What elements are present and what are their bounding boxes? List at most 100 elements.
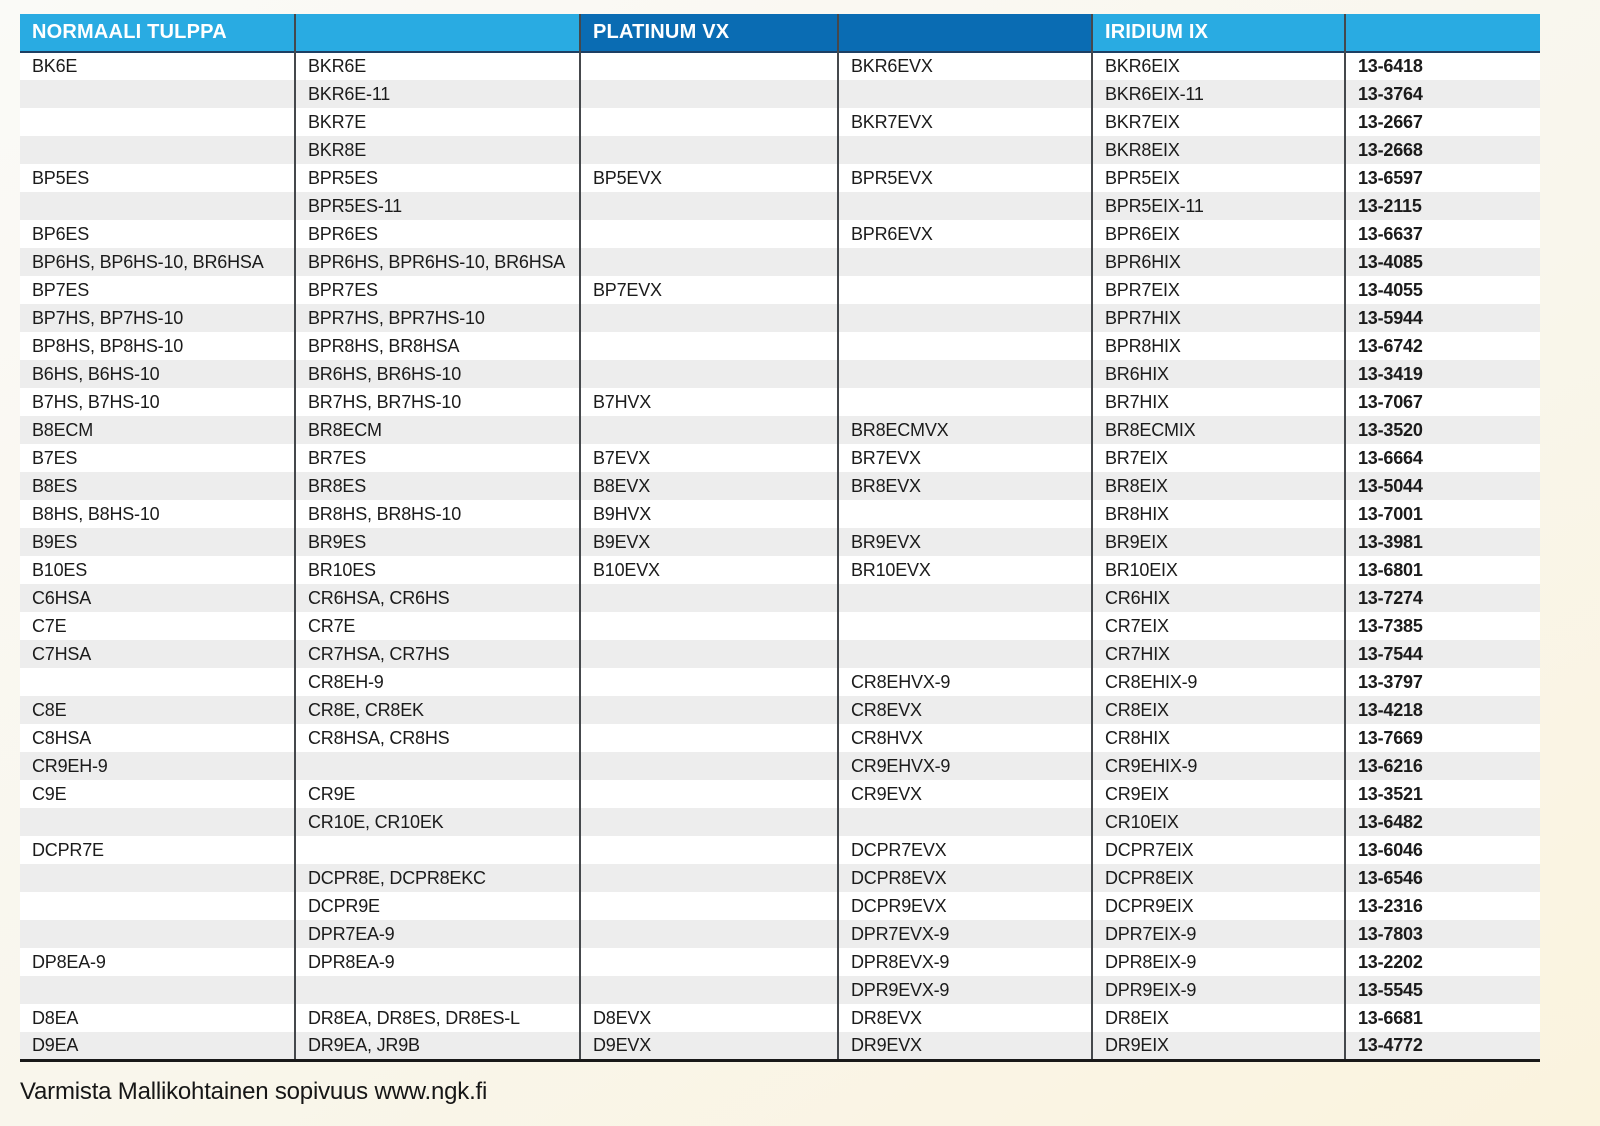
plug-model-cell — [580, 920, 839, 948]
plug-model-cell: CR9E — [295, 780, 581, 808]
part-number-cell: 13-4085 — [1345, 248, 1540, 276]
plug-model-cell: DPR7EIX-9 — [1092, 920, 1346, 948]
plug-model-cell: B9HVX — [580, 500, 839, 528]
plug-model-cell — [838, 640, 1093, 668]
plug-model-cell: CR9EIX — [1092, 780, 1346, 808]
plug-model-cell: BPR5EIX-11 — [1092, 192, 1346, 220]
part-number-cell: 13-3764 — [1345, 80, 1540, 108]
plug-model-cell: BP7ES — [20, 276, 296, 304]
table-row: DCPR8E, DCPR8EKC DCPR8EVX DCPR8EIX 13-6546 — [20, 864, 1540, 892]
plug-model-cell — [580, 108, 839, 136]
table-row: D8EA DR8EA, DR8ES, DR8ES-L D8EVX DR8EVX DR8E… — [20, 1004, 1540, 1032]
plug-model-cell — [580, 192, 839, 220]
plug-model-cell: B8ES — [20, 472, 296, 500]
plug-model-cell: DCPR8EIX — [1092, 864, 1346, 892]
plug-model-cell: DCPR9EIX — [1092, 892, 1346, 920]
plug-model-cell — [580, 136, 839, 164]
plug-model-cell — [838, 500, 1093, 528]
plug-model-cell — [20, 668, 296, 696]
table-row: C7HSA CR7HSA, CR7HS CR7HIX 13-7544 — [20, 640, 1540, 668]
part-number-cell: 13-6801 — [1345, 556, 1540, 584]
plug-model-cell — [295, 976, 581, 1004]
plug-model-cell: CR8EHVX-9 — [838, 668, 1093, 696]
table-row: C9E CR9E CR9EVX CR9EIX 13-3521 — [20, 780, 1540, 808]
plug-model-cell: BKR6E — [295, 52, 581, 80]
plug-model-cell — [580, 752, 839, 780]
table-row: BKR8E BKR8EIX 13-2668 — [20, 136, 1540, 164]
plug-model-cell: BR8ECMIX — [1092, 416, 1346, 444]
part-number-cell: 13-3521 — [1345, 780, 1540, 808]
plug-model-cell: DPR7EVX-9 — [838, 920, 1093, 948]
plug-model-cell — [20, 136, 296, 164]
plug-model-cell: BPR6HIX — [1092, 248, 1346, 276]
table-row: DPR7EA-9 DPR7EVX-9 DPR7EIX-9 13-7803 — [20, 920, 1540, 948]
plug-model-cell: BKR8EIX — [1092, 136, 1346, 164]
part-number-cell: 13-2667 — [1345, 108, 1540, 136]
part-number-cell: 13-7067 — [1345, 388, 1540, 416]
table-row: B7ES BR7ES B7EVX BR7EVX BR7EIX 13-6664 — [20, 444, 1540, 472]
plug-model-cell: CR7E — [295, 612, 581, 640]
plug-model-cell: BR10EIX — [1092, 556, 1346, 584]
plug-model-cell: CR10EIX — [1092, 808, 1346, 836]
plug-model-cell — [838, 136, 1093, 164]
plug-model-cell: DPR8EIX-9 — [1092, 948, 1346, 976]
part-number-cell: 13-7544 — [1345, 640, 1540, 668]
plug-model-cell: B9EVX — [580, 528, 839, 556]
plug-model-cell: BPR5ES-11 — [295, 192, 581, 220]
table-row: BP7HS, BP7HS-10 BPR7HS, BPR7HS-10 BPR7HIX 1… — [20, 304, 1540, 332]
plug-model-cell: BPR5EIX — [1092, 164, 1346, 192]
part-number-cell: 13-2115 — [1345, 192, 1540, 220]
footer-note: Varmista Mallikohtainen sopivuus www.ngk… — [20, 1077, 488, 1105]
plug-model-cell: BP5ES — [20, 164, 296, 192]
part-number-cell: 13-4218 — [1345, 696, 1540, 724]
plug-model-cell — [580, 892, 839, 920]
plug-model-cell: BR8ECMVX — [838, 416, 1093, 444]
part-number-cell: 13-2668 — [1345, 136, 1540, 164]
plug-model-cell — [580, 360, 839, 388]
plug-model-cell: BPR5ES — [295, 164, 581, 192]
part-number-cell: 13-6482 — [1345, 808, 1540, 836]
plug-model-cell — [580, 948, 839, 976]
plug-model-cell — [838, 248, 1093, 276]
table-row: BP7ES BPR7ES BP7EVX BPR7EIX 13-4055 — [20, 276, 1540, 304]
plug-model-cell: DPR9EIX-9 — [1092, 976, 1346, 1004]
plug-model-cell: BR10ES — [295, 556, 581, 584]
plug-model-cell: BPR6HS, BPR6HS-10, BR6HSA — [295, 248, 581, 276]
plug-model-cell: DCPR8E, DCPR8EKC — [295, 864, 581, 892]
col-header-part-number — [1345, 14, 1540, 52]
plug-model-cell — [838, 808, 1093, 836]
plug-model-cell: DR9EVX — [838, 1032, 1093, 1060]
col-header-iridium-ix: IRIDIUM IX — [1092, 14, 1346, 52]
plug-model-cell — [838, 612, 1093, 640]
plug-model-cell: CR9EHVX-9 — [838, 752, 1093, 780]
plug-model-cell — [580, 80, 839, 108]
plug-model-cell: DPR9EVX-9 — [838, 976, 1093, 1004]
plug-model-cell — [580, 220, 839, 248]
table-row: B8ES BR8ES B8EVX BR8EVX BR8EIX 13-5044 — [20, 472, 1540, 500]
col-header-platinum-vx-resistor — [838, 14, 1093, 52]
part-number-cell: 13-6046 — [1345, 836, 1540, 864]
plug-model-cell — [838, 360, 1093, 388]
plug-model-cell: BP7EVX — [580, 276, 839, 304]
plug-model-cell: B7EVX — [580, 444, 839, 472]
part-number-cell: 13-7669 — [1345, 724, 1540, 752]
plug-model-cell: BP6HS, BP6HS-10, BR6HSA — [20, 248, 296, 276]
plug-model-cell — [20, 920, 296, 948]
plug-model-cell: CR10E, CR10EK — [295, 808, 581, 836]
table-row: C7E CR7E CR7EIX 13-7385 — [20, 612, 1540, 640]
plug-model-cell: BR9EVX — [838, 528, 1093, 556]
plug-model-cell: B8ECM — [20, 416, 296, 444]
part-number-cell: 13-3797 — [1345, 668, 1540, 696]
plug-model-cell: DCPR9EVX — [838, 892, 1093, 920]
plug-model-cell — [20, 80, 296, 108]
plug-model-cell: C7HSA — [20, 640, 296, 668]
part-number-cell: 13-6637 — [1345, 220, 1540, 248]
part-number-cell: 13-6681 — [1345, 1004, 1540, 1032]
plug-model-cell: BPR7ES — [295, 276, 581, 304]
table-row: DPR9EVX-9 DPR9EIX-9 13-5545 — [20, 976, 1540, 1004]
table-row: BKR7E BKR7EVX BKR7EIX 13-2667 — [20, 108, 1540, 136]
plug-model-cell: BR8EIX — [1092, 472, 1346, 500]
table-header: NORMAALI TULPPA PLATINUM VX IRIDIUM IX — [20, 14, 1540, 52]
plug-model-cell: BR9EIX — [1092, 528, 1346, 556]
table-row: B8ECM BR8ECM BR8ECMVX BR8ECMIX 13-3520 — [20, 416, 1540, 444]
